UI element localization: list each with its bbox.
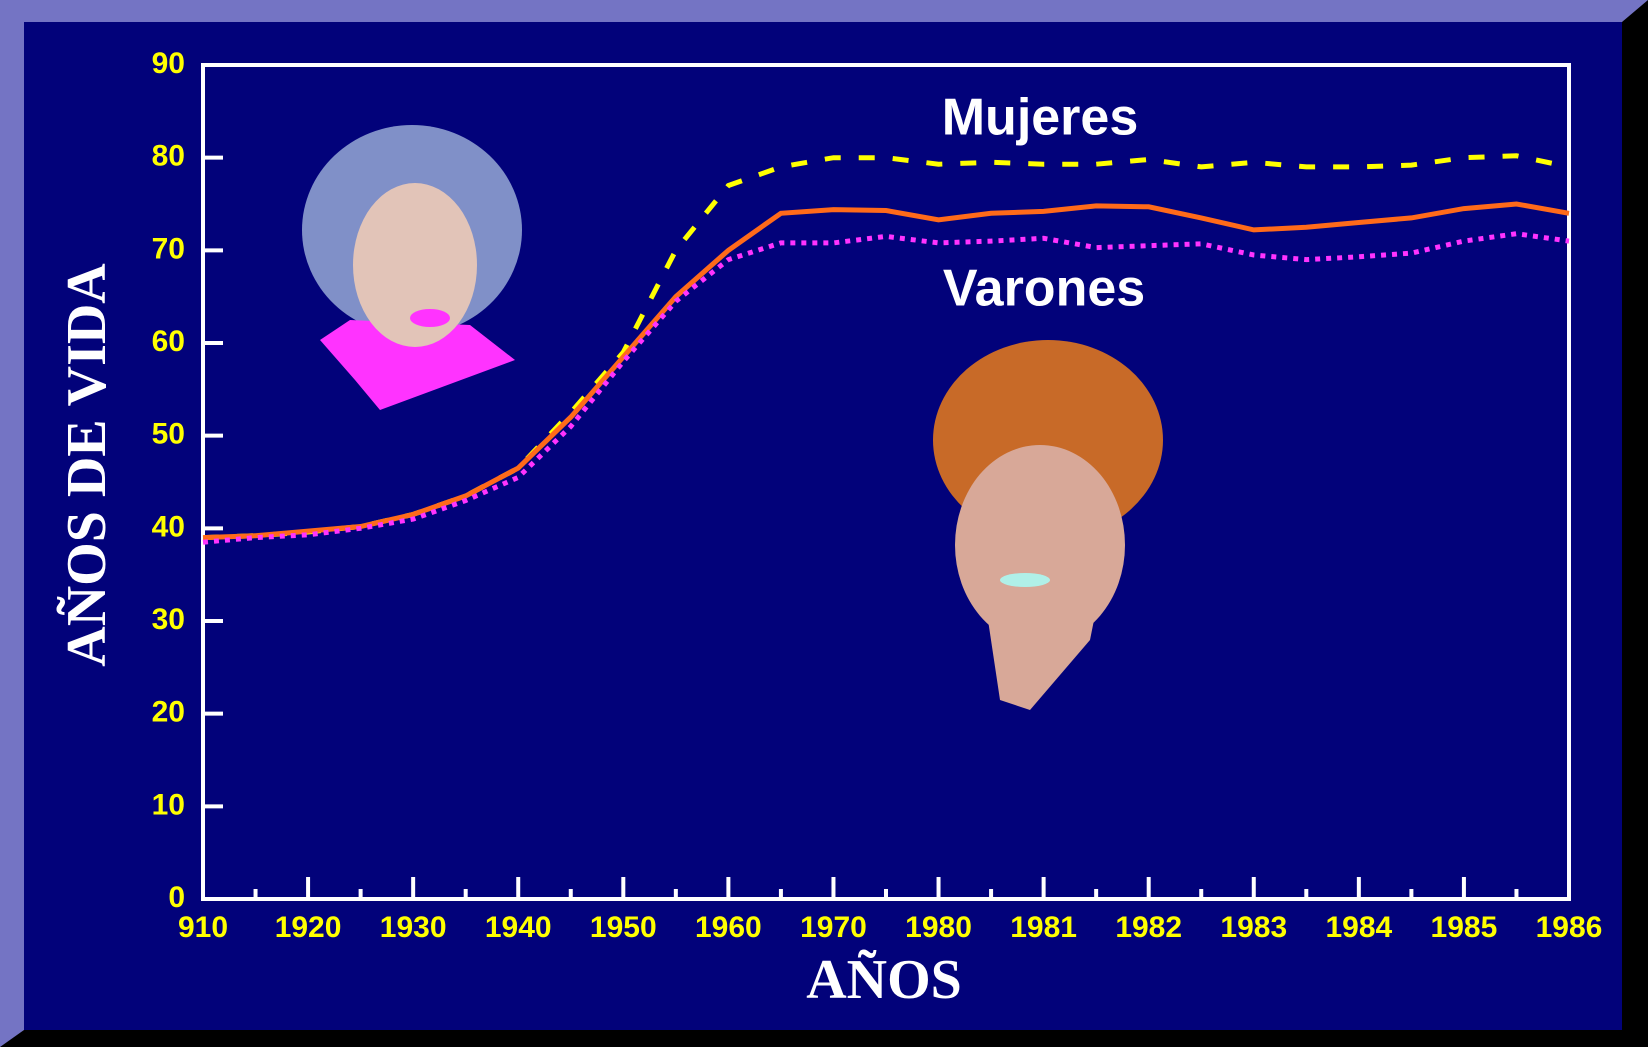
series-line	[202, 231, 1570, 545]
y-tick-label: 0	[168, 881, 185, 914]
x-tick-label: 1983	[1220, 911, 1287, 944]
y-tick-label: 30	[152, 603, 185, 636]
y-tick-label: 90	[152, 47, 185, 80]
x-tick-label: 1930	[380, 911, 447, 944]
woman-illustration	[302, 125, 522, 410]
x-tick-label: 1984	[1325, 911, 1392, 944]
x-tick-label: 1982	[1115, 911, 1182, 944]
x-tick-label: 1986	[1536, 911, 1603, 944]
x-tick-label: 1981	[1010, 911, 1077, 944]
x-tick-label: 1980	[905, 911, 972, 944]
y-axis-title: AÑOS DE VIDA	[56, 263, 118, 667]
x-tick-label: 1920	[275, 911, 342, 944]
y-tick-label: 50	[152, 418, 185, 451]
y-tick-label: 60	[152, 325, 185, 358]
x-tick-label: 910	[178, 911, 228, 944]
x-axis-title: AÑOS	[806, 949, 962, 1011]
series-line	[202, 153, 1570, 541]
y-tick-label: 80	[152, 140, 185, 173]
y-tick-label: 40	[152, 510, 185, 543]
background	[24, 22, 1622, 1030]
man-illustration	[933, 340, 1163, 710]
series-line	[202, 201, 1570, 541]
x-tick-label: 1940	[485, 911, 552, 944]
annotation: Mujeres	[942, 89, 1139, 147]
y-tick-label: 10	[152, 788, 185, 821]
annotation: Varones	[943, 260, 1145, 318]
x-tick-label: 1950	[590, 911, 657, 944]
x-tick-label: 1960	[695, 911, 762, 944]
y-tick-label: 20	[152, 696, 185, 729]
x-tick-label: 1970	[800, 911, 867, 944]
y-tick-label: 70	[152, 232, 185, 265]
x-tick-label: 1985	[1431, 911, 1498, 944]
